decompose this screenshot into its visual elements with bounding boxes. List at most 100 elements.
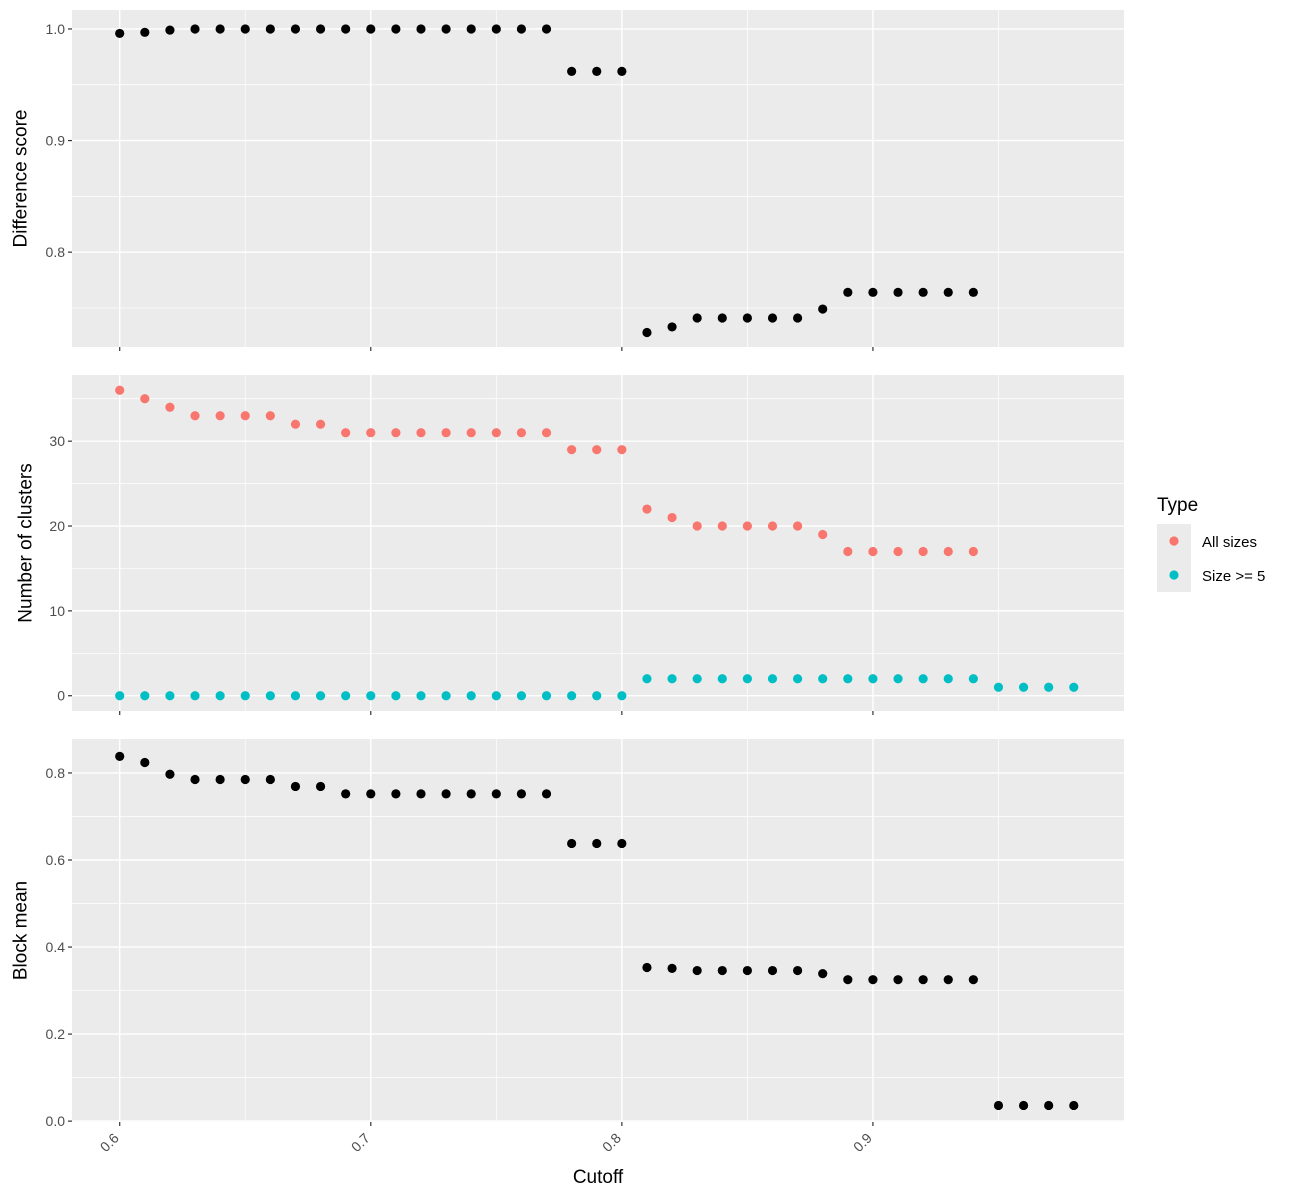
data-point bbox=[315, 419, 326, 429]
data-point bbox=[416, 24, 426, 34]
y-tick-label: 30 bbox=[49, 433, 65, 449]
data-point bbox=[491, 428, 501, 438]
data-point bbox=[541, 789, 552, 799]
data-point bbox=[717, 521, 727, 531]
data-point bbox=[642, 504, 652, 514]
data-point bbox=[366, 24, 376, 34]
data-point bbox=[667, 963, 677, 973]
data-point bbox=[416, 789, 426, 799]
data-point bbox=[165, 769, 175, 779]
data-point bbox=[165, 691, 175, 701]
legend: Type All sizes Size >= 5 bbox=[1157, 495, 1265, 592]
data-point bbox=[391, 691, 401, 701]
data-point bbox=[190, 24, 200, 34]
data-point bbox=[140, 757, 150, 768]
data-point bbox=[818, 304, 828, 314]
data-point bbox=[767, 521, 778, 531]
data-point bbox=[968, 674, 978, 684]
y-tick-label: 0.8 bbox=[46, 244, 66, 260]
data-point bbox=[516, 691, 527, 701]
data-point bbox=[391, 24, 401, 34]
x-tick-label: 0.6 bbox=[97, 1130, 122, 1155]
y-tick-label: 0.6 bbox=[46, 852, 66, 868]
data-point bbox=[215, 774, 225, 785]
panel-1: 0.8 0.9 1.0 Difference score bbox=[11, 10, 1124, 351]
data-point bbox=[592, 838, 602, 849]
y-tick-label: 10 bbox=[49, 603, 65, 619]
data-point bbox=[793, 674, 803, 684]
data-point bbox=[843, 546, 853, 557]
data-point bbox=[366, 691, 376, 701]
data-point bbox=[391, 428, 401, 438]
data-point bbox=[441, 789, 451, 799]
data-point bbox=[265, 24, 275, 34]
data-point bbox=[818, 968, 828, 979]
data-point bbox=[240, 411, 250, 421]
data-point bbox=[742, 674, 752, 684]
x-tick-label: 0.8 bbox=[599, 1130, 624, 1155]
data-point bbox=[893, 287, 903, 297]
data-point bbox=[215, 24, 225, 34]
data-point bbox=[115, 385, 125, 395]
x-axis-title: Cutoff bbox=[573, 1167, 624, 1188]
y-axis-title: Block mean bbox=[11, 881, 32, 980]
data-point bbox=[1018, 682, 1029, 692]
data-point bbox=[115, 751, 125, 762]
data-point bbox=[893, 975, 903, 985]
data-point bbox=[416, 691, 426, 701]
data-point bbox=[190, 691, 200, 701]
data-point bbox=[742, 521, 752, 531]
data-point bbox=[717, 313, 727, 323]
data-point bbox=[315, 691, 326, 701]
x-tick-label: 0.7 bbox=[348, 1130, 373, 1155]
data-point bbox=[541, 428, 552, 438]
data-point bbox=[918, 975, 928, 985]
data-point bbox=[968, 975, 978, 985]
data-point bbox=[667, 322, 677, 332]
data-point bbox=[190, 774, 200, 785]
data-point bbox=[165, 402, 175, 412]
y-tick-label: 0.9 bbox=[46, 133, 66, 149]
legend-key-size-5-point bbox=[1169, 570, 1179, 580]
data-point bbox=[818, 529, 828, 540]
data-point bbox=[140, 394, 150, 404]
data-point bbox=[742, 313, 752, 323]
data-point bbox=[1069, 1100, 1079, 1111]
data-point bbox=[692, 674, 702, 684]
panel-background bbox=[72, 10, 1124, 347]
data-point bbox=[767, 674, 778, 684]
data-point bbox=[918, 546, 928, 557]
data-point bbox=[667, 512, 677, 523]
data-point bbox=[968, 287, 978, 297]
data-point bbox=[265, 411, 275, 421]
data-point bbox=[240, 691, 250, 701]
data-point bbox=[592, 691, 602, 701]
data-point bbox=[793, 521, 803, 531]
data-point bbox=[1069, 682, 1079, 692]
data-point bbox=[315, 781, 326, 792]
data-point bbox=[868, 546, 878, 557]
data-point bbox=[592, 445, 602, 455]
data-point bbox=[1018, 1100, 1029, 1111]
data-point bbox=[667, 674, 677, 684]
data-point bbox=[943, 287, 953, 297]
y-tick-label: 0.8 bbox=[46, 765, 66, 781]
data-point bbox=[115, 691, 125, 701]
data-point bbox=[441, 24, 451, 34]
data-point bbox=[115, 28, 125, 39]
data-point bbox=[843, 674, 853, 684]
data-point bbox=[843, 975, 853, 985]
data-point bbox=[466, 24, 476, 34]
data-point bbox=[617, 66, 627, 76]
y-axis-title: Difference score bbox=[11, 110, 32, 248]
data-point bbox=[918, 674, 928, 684]
data-point bbox=[818, 674, 828, 684]
data-point bbox=[165, 25, 175, 35]
data-point bbox=[466, 428, 476, 438]
data-point bbox=[692, 965, 702, 976]
data-point bbox=[416, 428, 426, 438]
data-point bbox=[993, 1100, 1004, 1111]
data-point bbox=[868, 674, 878, 684]
data-point bbox=[993, 682, 1004, 692]
legend-label-size-5: Size >= 5 bbox=[1202, 568, 1265, 585]
